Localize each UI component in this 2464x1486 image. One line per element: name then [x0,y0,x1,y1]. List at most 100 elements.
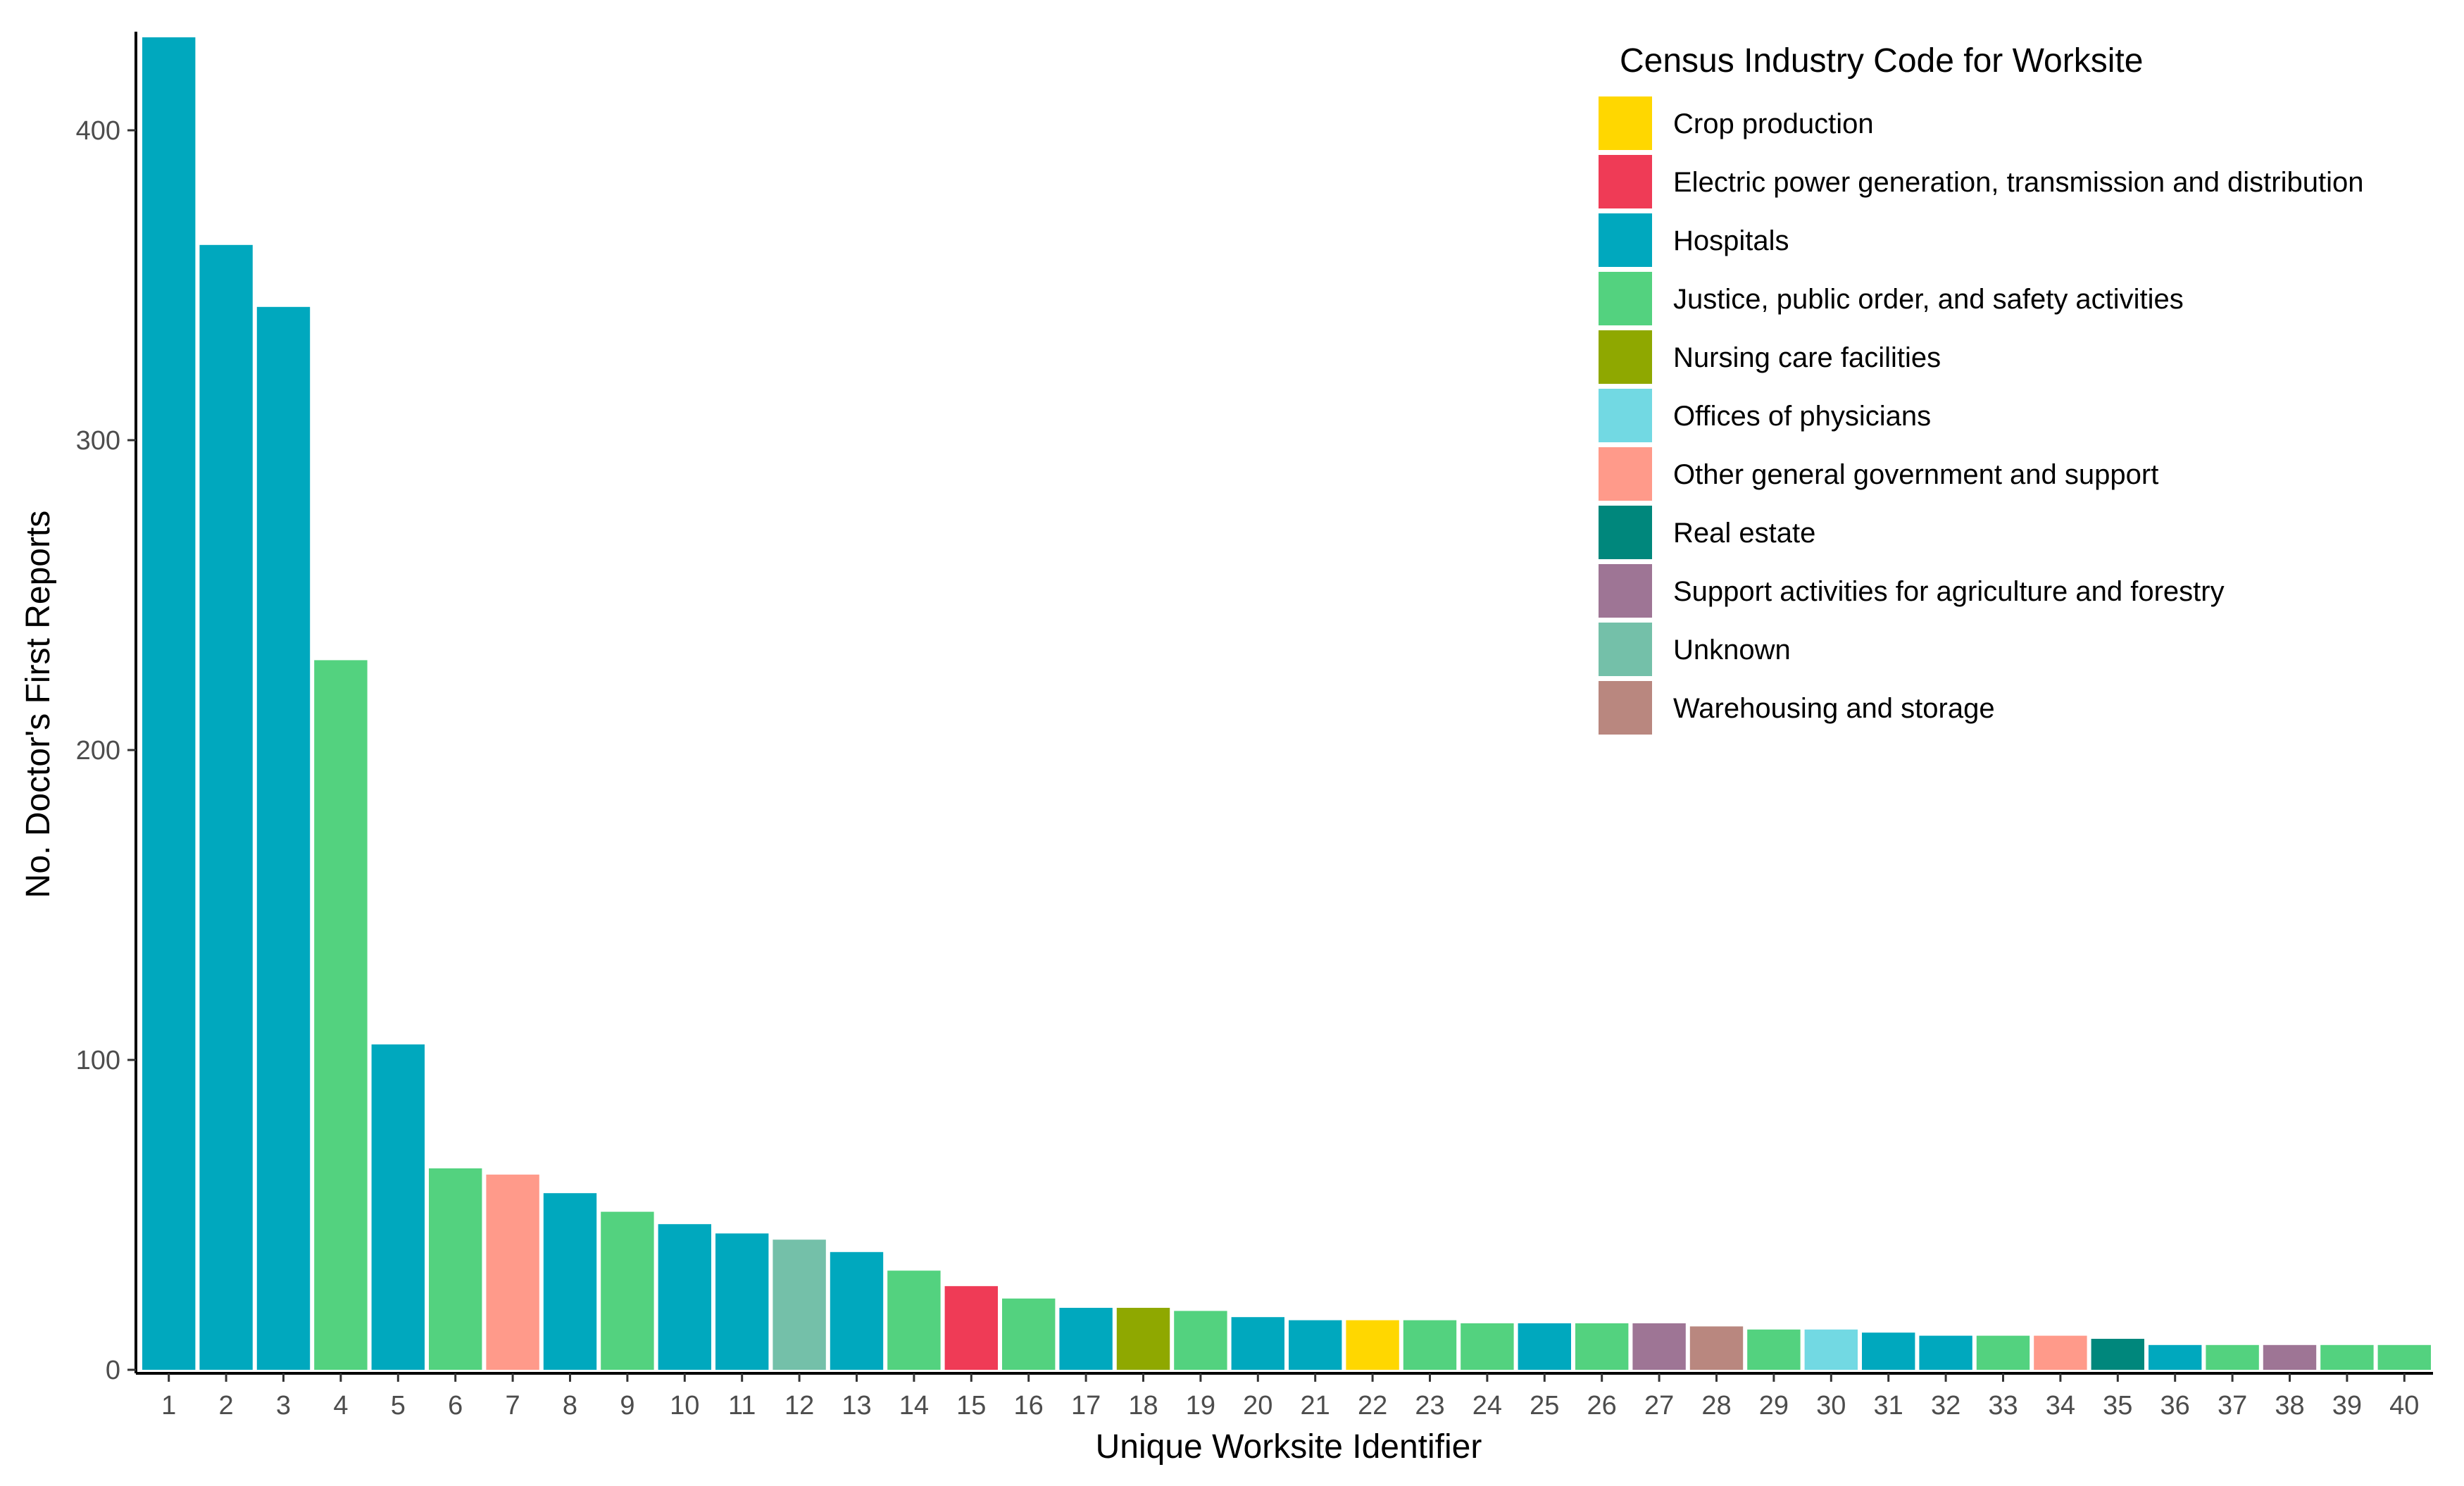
x-tick-label: 31 [1874,1391,1903,1421]
x-tick-label: 19 [1186,1391,1215,1421]
x-tick-label: 30 [1816,1391,1846,1421]
bar-worksite-7 [486,1174,539,1370]
legend-swatch [1599,330,1652,384]
bar-worksite-24 [1461,1323,1514,1370]
bars-group [142,37,2431,1370]
x-tick-label: 39 [2332,1391,2362,1421]
bar-worksite-39 [2320,1344,2374,1370]
bar-worksite-28 [1689,1326,1744,1370]
bar-worksite-12 [773,1240,826,1370]
x-axis-title: Unique Worksite Identifier [1096,1428,1482,1466]
bar-worksite-33 [1976,1335,2030,1370]
y-axis-title: No. Doctor's First Reports [20,511,57,899]
bar-worksite-13 [830,1251,884,1370]
legend-label: Unknown [1673,635,1791,666]
x-tick-label: 21 [1301,1391,1330,1421]
legend-swatch [1599,506,1652,559]
legend-swatch [1599,155,1652,208]
y-tick-label: 0 [106,1356,120,1385]
x-tick-label: 20 [1243,1391,1272,1421]
bar-worksite-34 [2034,1335,2087,1370]
bar-worksite-16 [1002,1298,1056,1370]
x-tick-label: 28 [1701,1391,1731,1421]
x-tick-label: 5 [391,1391,406,1421]
legend: Census Industry Code for Worksite Crop p… [1599,42,2364,735]
x-tick-label: 16 [1014,1391,1044,1421]
x-tick-label: 25 [1530,1391,1559,1421]
x-tick-label: 13 [842,1391,871,1421]
x-tick-label: 36 [2160,1391,2190,1421]
x-tick-label: 26 [1587,1391,1617,1421]
bar-worksite-31 [1862,1332,1915,1370]
bar-worksite-10 [658,1224,711,1370]
x-tick-label: 2 [219,1391,234,1421]
x-tick-label: 33 [1988,1391,2018,1421]
x-tick-label: 11 [728,1391,756,1421]
bar-worksite-32 [1919,1335,1972,1370]
x-tick-label: 18 [1128,1391,1158,1421]
x-tick-label: 40 [2389,1391,2419,1421]
bar-worksite-30 [1804,1329,1858,1370]
legend-swatch [1599,447,1652,501]
x-tick-label: 10 [670,1391,699,1421]
bar-worksite-3 [256,306,311,1370]
legend-label: Offices of physicians [1673,401,1931,432]
legend-label: Hospitals [1673,225,1789,256]
bar-worksite-35 [2091,1339,2144,1370]
bar-worksite-2 [199,244,253,1370]
legend-title: Census Industry Code for Worksite [1620,42,2143,80]
x-tick-label: 4 [333,1391,348,1421]
legend-label: Crop production [1673,108,1874,139]
legend-label: Real estate [1673,518,1815,549]
legend-swatch [1599,564,1652,618]
bar-worksite-23 [1403,1320,1457,1370]
legend-swatch [1599,623,1652,676]
bar-worksite-5 [371,1044,425,1370]
bar-worksite-11 [715,1233,769,1370]
bar-worksite-1 [142,37,196,1370]
x-tick-label: 37 [2218,1391,2247,1421]
legend-swatch [1599,272,1652,325]
x-tick-label: 17 [1071,1391,1101,1421]
bar-worksite-27 [1632,1323,1686,1370]
x-tick-label: 1 [161,1391,176,1421]
x-tick-label: 3 [276,1391,291,1421]
legend-swatch [1599,96,1652,150]
bar-worksite-20 [1231,1317,1284,1370]
bar-worksite-17 [1059,1308,1113,1370]
x-tick-label: 35 [2103,1391,2132,1421]
bar-worksite-40 [2377,1344,2431,1370]
y-tick-label: 300 [76,426,120,456]
legend-label: Warehousing and storage [1673,693,1995,724]
bar-worksite-8 [543,1193,597,1370]
y-tick-label: 400 [76,116,120,146]
legend-swatch [1599,681,1652,735]
x-tick-label: 27 [1644,1391,1674,1421]
legend-label: Other general government and support [1673,459,2158,490]
legend-label: Nursing care facilities [1673,342,1941,373]
x-tick-label: 6 [448,1391,463,1421]
bar-worksite-6 [429,1168,482,1370]
x-tick-label: 38 [2275,1391,2304,1421]
legend-swatch [1599,389,1652,442]
bar-worksite-9 [601,1211,654,1370]
x-tick-label: 8 [563,1391,577,1421]
x-tick-label: 29 [1759,1391,1789,1421]
bar-worksite-38 [2263,1344,2317,1370]
bar-worksite-4 [314,660,368,1370]
bar-worksite-19 [1174,1311,1227,1370]
x-tick-label: 12 [784,1391,814,1421]
x-tick-label: 14 [899,1391,929,1421]
bar-worksite-22 [1346,1320,1399,1370]
bar-worksite-26 [1575,1323,1629,1370]
legend-label: Electric power generation, transmission … [1673,167,2364,198]
legend-label: Justice, public order, and safety activi… [1673,284,2184,315]
x-tick-label: 24 [1472,1391,1502,1421]
x-tick-label: 7 [506,1391,520,1421]
bar-worksite-21 [1289,1320,1342,1370]
legend-swatch [1599,213,1652,267]
bar-worksite-37 [2206,1344,2259,1370]
legend-label: Support activities for agriculture and f… [1673,576,2225,607]
y-tick-label: 200 [76,736,120,766]
